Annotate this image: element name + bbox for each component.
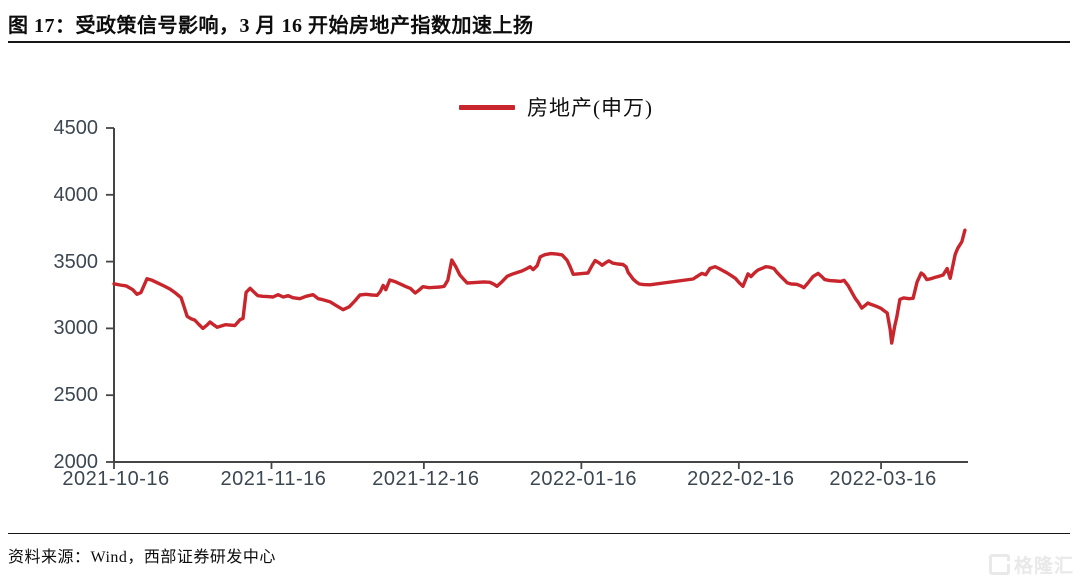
price-line-series bbox=[112, 228, 967, 345]
source-text: 资料来源：Wind，西部证券研发中心 bbox=[8, 549, 276, 566]
x-axis-label: 2021-11-16 bbox=[220, 468, 327, 490]
y-axis-label: 3500 bbox=[53, 250, 99, 273]
watermark-text: 格隆汇 bbox=[1013, 556, 1074, 577]
watermark: 格隆汇 bbox=[988, 551, 1074, 578]
page-title: 图 17：受政策信号影响，3 月 16 开始房地产指数加速上扬 bbox=[8, 15, 534, 37]
x-axis-label: 2022-03-16 bbox=[829, 468, 937, 490]
legend: 房地产(申万) bbox=[16, 92, 1080, 122]
gelonghui-logo-icon bbox=[988, 554, 1011, 575]
title-divider bbox=[8, 41, 1070, 43]
footer-divider bbox=[8, 533, 1070, 534]
x-axis-label: 2021-10-16 bbox=[62, 468, 170, 490]
legend-line-swatch bbox=[459, 104, 515, 110]
y-axis-label: 4000 bbox=[53, 183, 99, 206]
x-axis-label: 2022-01-16 bbox=[529, 468, 638, 490]
x-axis-label: 2021-12-16 bbox=[372, 468, 480, 490]
x-axis-label: 2022-02-16 bbox=[687, 468, 795, 490]
y-axis-label: 2500 bbox=[53, 384, 99, 407]
legend-label: 房地产(申万) bbox=[527, 96, 653, 120]
y-axis-label: 4500 bbox=[53, 117, 99, 139]
y-axis-label: 2000 bbox=[53, 451, 99, 473]
y-axis-label: 3000 bbox=[53, 317, 99, 340]
